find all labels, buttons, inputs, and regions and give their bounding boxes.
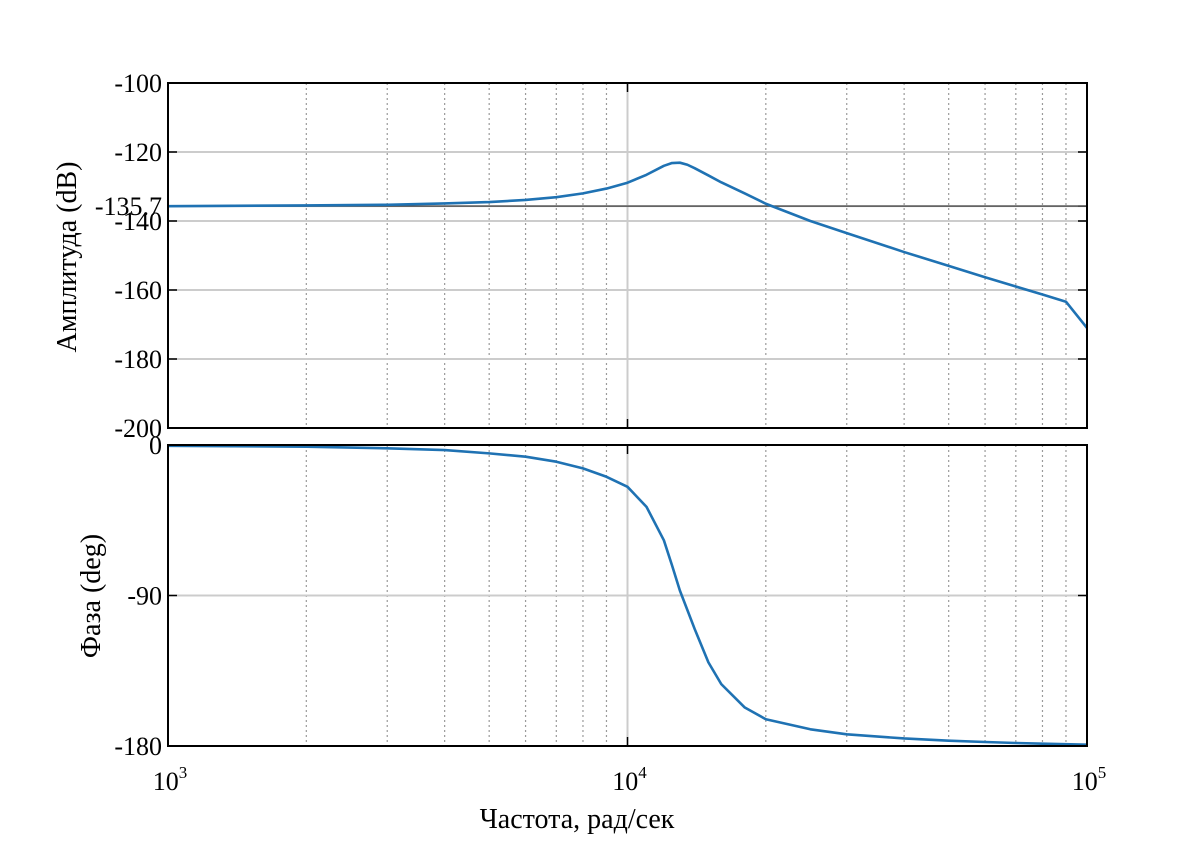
phase-y-axis-label: Фаза (deg) — [76, 534, 107, 658]
y-tick-label: -135.7 — [95, 192, 162, 221]
x-axis: 103 104 105 — [153, 763, 1107, 796]
phase-series-line — [167, 444, 1088, 746]
y-tick-label: -160 — [114, 276, 162, 305]
phase-panel: 0 -90 -180 — [114, 431, 1088, 761]
y-tick-label: -180 — [114, 732, 162, 761]
x-tick-label: 103 — [153, 763, 188, 796]
y-tick-label: -90 — [127, 582, 162, 611]
x-tick-label: 104 — [612, 763, 647, 796]
y-tick-label: -140 — [114, 207, 162, 236]
y-tick-label: -200 — [114, 414, 162, 443]
x-tick-label: 105 — [1072, 763, 1107, 796]
magnitude-axes-frame — [167, 82, 1088, 429]
y-tick-label: -180 — [114, 345, 162, 374]
magnitude-y-axis-label: Амплитуда (dB) — [52, 162, 83, 353]
y-tick-label: 0 — [149, 431, 162, 460]
x-axis-label: Частота, рад/сек — [480, 804, 675, 835]
magnitude-panel: -100 -120 -135.7-140 -160 -180 -200 — [95, 69, 1089, 443]
phase-axes-frame — [167, 444, 1088, 747]
magnitude-series-line — [167, 161, 1089, 329]
y-tick-label: -100 — [114, 69, 162, 98]
y-tick-label: -120 — [114, 138, 162, 167]
